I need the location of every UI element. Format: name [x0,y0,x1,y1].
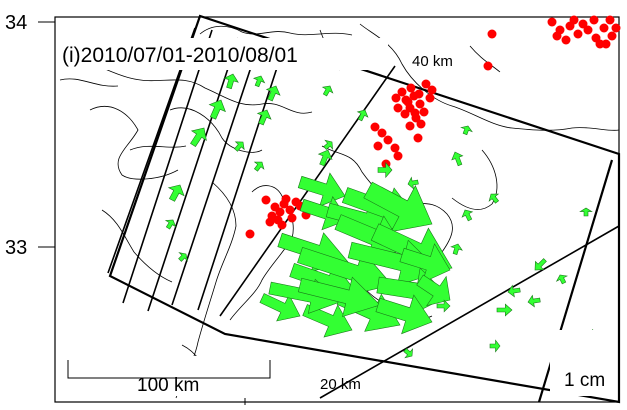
earthquake-epicenters [245,15,621,239]
gnss-displacement-vectors [164,73,615,366]
displacement-vector [167,184,185,202]
earthquake-epicenter [281,194,291,204]
earthquake-epicenter [487,29,497,39]
displacement-vector [496,303,513,317]
displacement-vector [317,149,333,167]
earthquake-epicenter [419,107,429,117]
earthquake-epicenter [405,121,415,131]
earthquake-epicenter [425,93,435,103]
displacement-vector [253,161,265,172]
displacement-vector [321,85,334,97]
earthquake-epicenter [416,119,426,129]
earthquake-epicenter [413,133,423,143]
displacement-vector [527,294,541,308]
displacement-vector [164,219,177,230]
displacement-vector [377,162,393,179]
displacement-vector [460,125,473,136]
vector-scale-label: 1 cm [564,370,605,391]
earthquake-epicenter [265,217,275,227]
earthquake-epicenter [611,23,621,33]
earthquake-epicenter [287,213,297,223]
earthquake-epicenter [561,35,571,45]
displacement-vector [489,339,501,353]
earthquake-epicenter [415,99,425,109]
earthquake-epicenter [391,93,401,103]
earthquake-epicenter [261,195,271,205]
displacement-vector [488,193,500,204]
earthquake-epicenter [403,97,413,107]
lat-tick-34: 34 [5,12,27,34]
earthquake-epicenter [373,141,383,151]
depth-label-20km: 20 km [320,376,361,393]
displacement-vector [451,151,464,167]
earthquake-epicenter [583,25,593,35]
displacement-vector [265,85,281,102]
earthquake-epicenter [383,135,393,145]
earthquake-epicenter [275,207,285,217]
displacement-vector [507,284,521,298]
displacement-vector [178,252,188,262]
earthquake-epicenter [410,108,420,118]
displacement-vector [436,299,451,313]
panel-title-background [58,38,388,70]
displacement-vector [375,294,433,335]
displacement-vector [356,109,369,122]
earthquake-epicenter [573,29,583,39]
displacement-vector [323,139,333,151]
displacement-vector [259,293,301,322]
displacement-vector [190,127,207,148]
earthquake-epicenter [427,85,437,95]
displacement-vector [555,274,568,285]
earthquake-epicenter [414,89,424,99]
earthquake-epicenter [483,61,493,71]
panel-title: (i)2010/07/01-2010/08/01 [62,44,298,67]
earthquake-epicenter [400,109,410,119]
earthquake-epicenter [277,220,287,230]
earthquake-epicenter [601,39,611,49]
displacement-vector [407,176,419,190]
displacement-vector [256,109,272,126]
earthquake-epicenter [569,15,579,25]
lat-tick-33: 33 [5,237,27,259]
earthquake-epicenter [285,205,295,215]
displacement-vector [450,243,463,255]
displacement-vector [363,181,433,233]
earthquake-epicenter [605,15,615,25]
earthquake-epicenter [377,128,387,138]
earthquake-epicenter [607,31,617,41]
earthquake-epicenter [547,17,557,27]
earthquake-epicenter [370,122,380,132]
earthquake-epicenter [552,31,562,41]
displacement-vector [223,73,239,90]
scale-bar: 100 km [64,356,274,396]
scale-bar-label: 100 km [137,375,199,396]
earthquake-epicenter [599,23,609,33]
displacement-vector [579,207,593,217]
displacement-vector [534,258,547,271]
earthquake-epicenter [245,229,255,239]
earthquake-epicenter [578,19,588,29]
earthquake-epicenter [393,103,403,113]
earthquake-epicenter [406,83,416,93]
displacement-vector [416,274,451,306]
displacement-vector [234,141,245,152]
earthquake-epicenter [393,151,403,161]
depth-label-40km: 40 km [412,53,453,70]
displacement-vector [403,347,413,359]
earthquake-epicenter [589,15,599,25]
displacement-vector [461,209,474,222]
displacement-vector [297,276,381,317]
displacement-vector [208,99,226,120]
earthquake-epicenter [390,143,400,153]
vector-scale-legend: 1 cm [550,330,616,396]
displacement-vector [399,243,451,284]
earthquake-epicenter [397,87,407,97]
displacement-vector [252,75,266,88]
plate-isodepth-lines [107,27,620,399]
earthquake-epicenter [421,79,431,89]
